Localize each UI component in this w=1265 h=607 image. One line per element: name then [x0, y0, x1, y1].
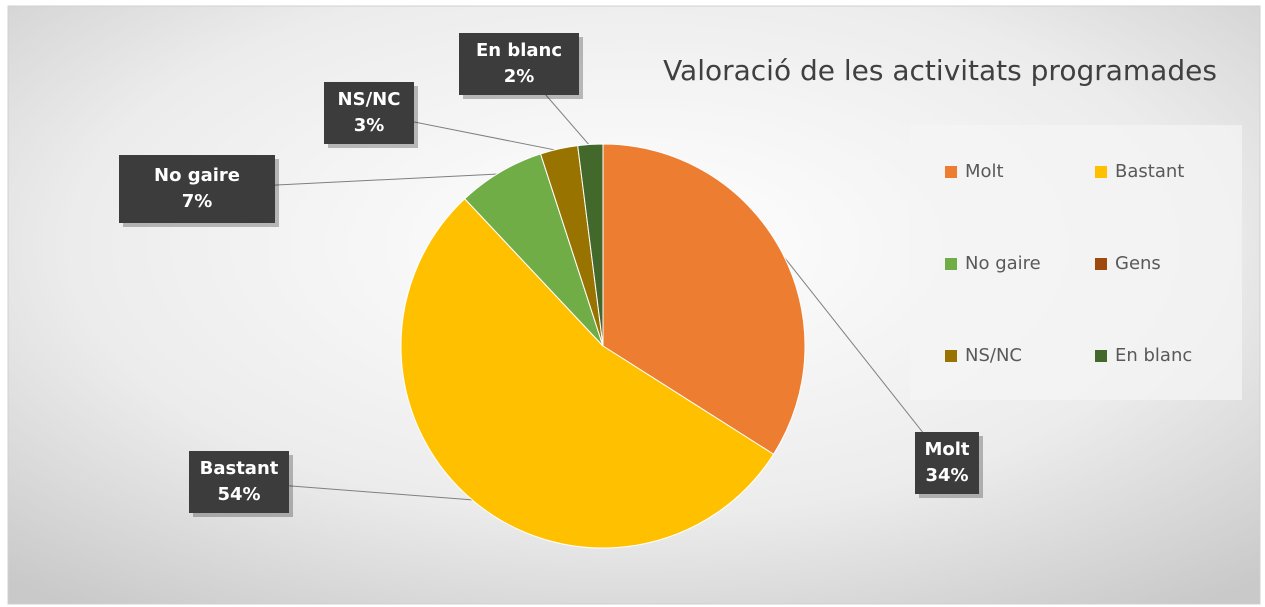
legend: Molt Bastant No gaire Gens NS/NC En blanc: [945, 161, 1192, 366]
label-box: [324, 82, 414, 144]
legend-label: NS/NC: [965, 345, 1022, 366]
legend-box: [910, 125, 1242, 400]
label-box: [915, 432, 979, 494]
legend-swatch: [1095, 350, 1107, 362]
label-value: 2%: [504, 66, 535, 87]
label-box: [119, 155, 275, 223]
label-box: [459, 33, 579, 95]
label-name: En blanc: [476, 40, 562, 61]
labels: Molt 34% Bastant 54% No gaire 7% NS/NC 3% En bla…: [119, 33, 983, 517]
label-name: No gaire: [154, 165, 240, 186]
legend-label: No gaire: [965, 253, 1041, 274]
label-value: 54%: [217, 484, 260, 505]
pie-slice: [577, 143, 604, 347]
legend-label: Gens: [1115, 253, 1161, 274]
label-value: 34%: [925, 465, 968, 486]
label-name: Molt: [924, 439, 969, 460]
label-value: 3%: [354, 115, 385, 136]
legend-swatch: [1095, 258, 1107, 270]
leader-line: [777, 249, 948, 464]
pie-slice: [602, 143, 806, 455]
label-name: NS/NC: [338, 89, 401, 110]
legend-label: Molt: [965, 161, 1004, 182]
legend-label: En blanc: [1115, 345, 1192, 366]
legend-label: Bastant: [1115, 161, 1184, 182]
legend-swatch: [945, 258, 957, 270]
pie-slice: [400, 198, 775, 549]
label-box: [189, 451, 289, 513]
slices: [400, 143, 806, 549]
legend-swatch: [945, 166, 957, 178]
label-name: Bastant: [200, 458, 279, 479]
label-value: 7%: [182, 191, 213, 212]
legend-swatch: [945, 350, 957, 362]
chart-title: Valoració de les activitats programades: [663, 54, 1217, 87]
legend-swatch: [1095, 166, 1107, 178]
